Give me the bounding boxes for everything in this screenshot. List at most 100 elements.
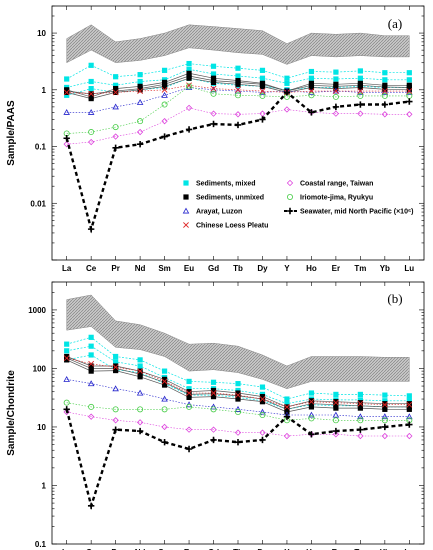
data-point-loess [235,86,241,93]
data-point-iriomote [161,101,168,108]
data-point-unmixed [333,399,339,405]
x-tick-label: Lu [404,264,414,273]
data-point-arayat [161,395,168,402]
data-point-unmixed [235,393,241,399]
data-point-mixed [333,69,339,75]
series-line-iriomote [66,86,410,134]
data-point-mixed [210,63,217,69]
data-point-unmixed [161,376,168,382]
y-tick-label: 0.01 [30,199,46,208]
data-point-coastal [210,110,217,117]
data-point-mixed [88,334,94,340]
data-point-seawater [63,135,70,142]
data-point-seawater [308,109,315,116]
shale-range-band [66,294,410,389]
panel-b: 0.1 1 10 100 1000 La Ce Pr Nd Sm Eu Gd Tb Dy Y Ho Er Tm Y… [6,281,425,550]
data-point-unmixed [357,84,363,91]
data-point-iriomote [381,417,388,424]
data-point-iriomote [63,399,70,406]
data-point-mixed [259,67,266,73]
data-point-unmixed [64,357,70,363]
data-point-loess [235,392,241,399]
data-point-coastal [63,141,70,148]
data-point-seawater [357,101,364,108]
data-point-unmixed [88,368,94,374]
data-point-seawater [136,140,144,148]
data-point-unmixed [357,405,363,411]
data-point-coastal [381,432,389,440]
data-point-iriomote [137,406,144,413]
data-point-coastal [357,432,364,440]
data-point-mixed [64,341,70,347]
data-point-iriomote [210,90,217,97]
data-point-mixed [357,397,363,403]
y-tick-label: 0.1 [35,143,47,152]
data-point-arayat [161,91,168,98]
legend-label-mixed: Sediments, mixed [196,181,256,188]
legend-label-loess: Chinese Loess Pleatu [196,223,268,230]
data-point-iriomote [88,403,95,410]
x-tick-label: Sm [158,264,170,273]
data-point-iriomote [234,92,241,99]
data-point-mixed [259,75,266,81]
data-point-iriomote [186,403,193,410]
data-point-coastal [210,426,217,433]
data-point-mixed [186,378,192,385]
data-point-mixed [113,74,119,80]
legend-label-seawater: Seawater, mid North Pacific (×10⁶) [300,209,414,216]
data-point-unmixed [210,394,217,400]
panel-a: 0.01 0.1 1 10 La Ce Pr Nd Sm Eu Gd Tb Dy Y Ho Er Tm Yb Lu… [6,5,425,273]
data-point-seawater [332,103,340,111]
data-point-loess [210,85,217,92]
legend: Sediments, mixed Sediments, unmixed Arayat… [182,179,414,230]
data-point-arayat [136,389,144,396]
y-axis-b: 0.1 1 10 100 1000 [28,281,424,549]
data-point-seawater [283,413,291,420]
data-point-mixed [161,67,168,73]
data-point-loess [406,401,413,408]
x-tick-label: Tb [233,548,243,550]
data-point-loess [284,404,290,410]
data-point-loess [357,400,364,407]
data-point-mixed [113,353,119,360]
x-tick-label: Tb [233,264,243,273]
data-point-loess [112,89,119,96]
x-tick-label: Eu [184,548,194,550]
data-point-mixed [284,80,290,86]
data-point-mixed [161,368,168,374]
data-point-seawater [112,144,119,151]
data-point-mixed [406,70,412,76]
data-point-iriomote [308,92,315,99]
data-point-unmixed [186,394,192,400]
data-point-arayat [332,411,340,418]
data-point-coastal [283,106,291,113]
x-tick-label: Pr [111,548,119,550]
data-point-mixed [382,398,388,404]
data-point-unmixed [406,401,412,407]
data-point-unmixed [113,367,119,374]
data-point-seawater [161,438,168,446]
data-point-seawater [185,445,193,453]
data-point-coastal [283,432,291,440]
x-tick-label: Tm [354,264,366,273]
x-tick-label: Tm [354,548,366,550]
data-point-arayat [87,380,95,387]
data-point-seawater [63,406,70,413]
data-point-loess [161,378,168,385]
data-point-seawater [381,423,389,431]
data-point-iriomote [137,118,144,125]
data-point-coastal [136,419,144,426]
x-tick-label: Y [284,264,290,273]
data-point-seawater [406,98,413,105]
data-point-seawater [381,101,389,108]
data-point-iriomote [234,409,241,416]
data-point-mixed [406,393,412,399]
data-point-seawater [136,427,144,435]
x-axis-a: La Ce Pr Nd Sm Eu Gd Tb Dy Y Ho Er Tm Yb Lu [62,6,414,273]
series-line-coastal [66,107,410,145]
data-point-coastal [63,408,70,416]
data-point-arayat [112,385,119,392]
data-point-mixed [137,72,143,78]
data-point-unmixed [137,374,143,380]
data-point-coastal [234,111,242,118]
